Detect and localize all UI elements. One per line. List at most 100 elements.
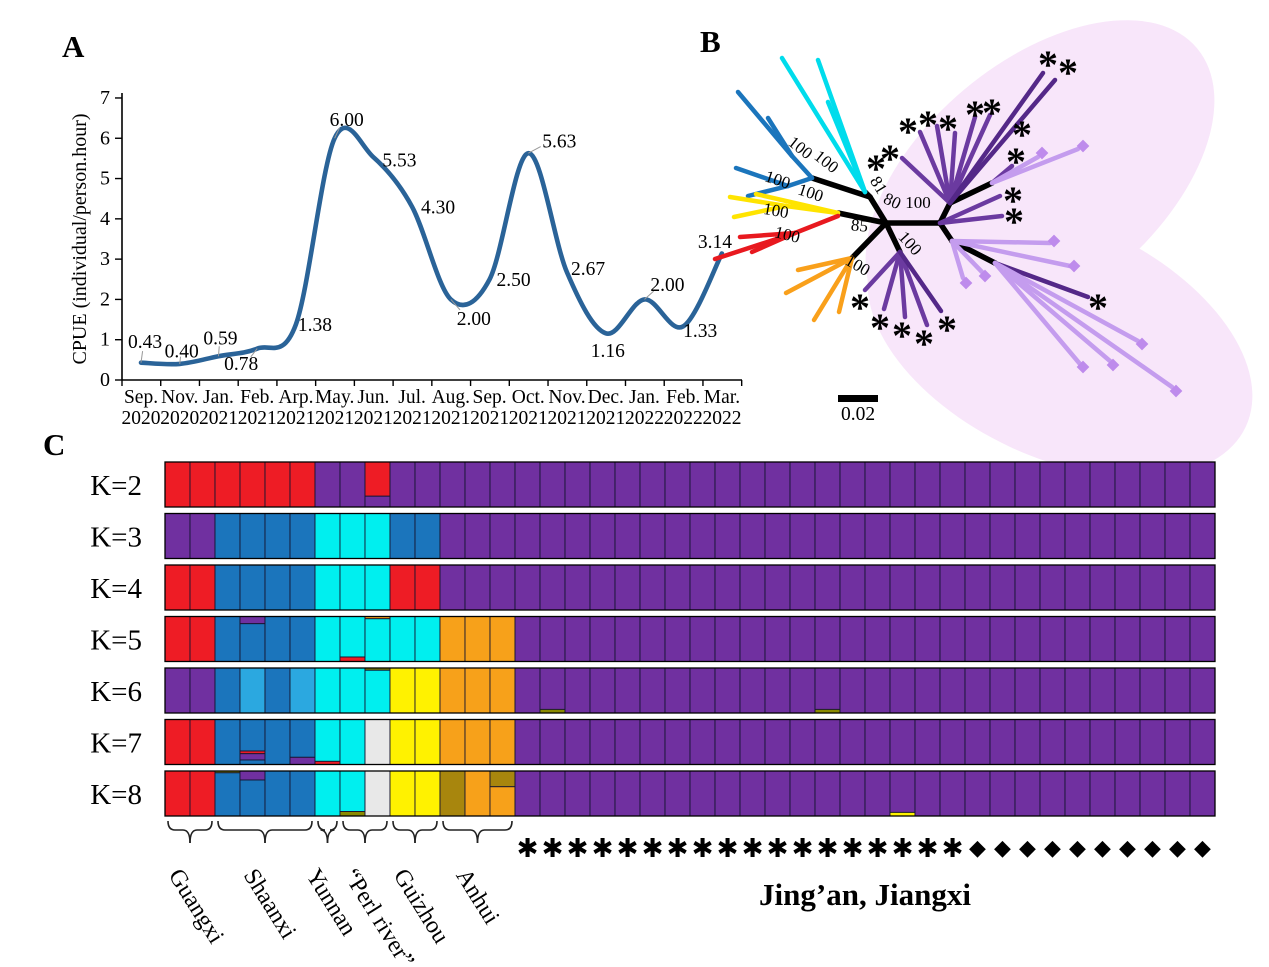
structure-bar bbox=[439, 667, 466, 714]
value-label: 2.50 bbox=[497, 270, 531, 291]
admixture-segment bbox=[464, 770, 491, 817]
admixture-segment bbox=[189, 719, 216, 765]
admixture-segment bbox=[364, 513, 391, 559]
admixture-segment bbox=[289, 461, 316, 508]
structure-bar bbox=[314, 667, 341, 714]
value-label: 1.33 bbox=[683, 321, 717, 342]
value-label-leader bbox=[450, 299, 461, 311]
structure-bar bbox=[889, 616, 916, 662]
admixture-segment bbox=[1164, 667, 1191, 714]
structure-bar bbox=[289, 564, 316, 611]
structure-bar bbox=[689, 719, 716, 765]
structure-bar bbox=[1089, 564, 1116, 611]
tree-tip-asterisk-marker: * bbox=[880, 136, 900, 181]
x-tick-label-year: 2021 bbox=[586, 408, 625, 429]
structure-bar bbox=[414, 564, 441, 611]
admixture-segment bbox=[214, 616, 241, 662]
structure-bar bbox=[614, 616, 641, 662]
structure-bar bbox=[439, 616, 466, 662]
admixture-segment bbox=[164, 667, 191, 714]
structure-bar bbox=[189, 564, 216, 611]
structure-bar bbox=[1139, 461, 1166, 508]
admixture-segment bbox=[714, 564, 741, 611]
y-tick-label: 4 bbox=[100, 208, 110, 230]
structure-bar bbox=[614, 564, 641, 611]
structure-bar bbox=[489, 564, 516, 611]
admixture-segment bbox=[714, 616, 741, 662]
admixture-segment bbox=[764, 564, 791, 611]
admixture-segment bbox=[639, 461, 666, 508]
individual-diamond-marker: ◆ bbox=[969, 836, 986, 861]
structure-bar bbox=[739, 513, 766, 559]
structure-bar bbox=[964, 616, 991, 662]
structure-bar bbox=[289, 513, 316, 559]
admixture-segment bbox=[1039, 461, 1066, 508]
admixture-segment bbox=[214, 772, 241, 817]
admixture-segment bbox=[664, 667, 691, 714]
tree-tip-asterisk-marker: * bbox=[1004, 199, 1024, 244]
tree-branch-blue bbox=[733, 165, 791, 189]
admixture-segment bbox=[514, 513, 541, 559]
x-tick-label-year: 2021 bbox=[238, 408, 277, 429]
admixture-segment bbox=[439, 719, 466, 765]
admixture-segment bbox=[614, 770, 641, 817]
scale-bar bbox=[838, 395, 878, 402]
region-brace bbox=[317, 820, 329, 844]
admixture-segment bbox=[739, 770, 766, 817]
x-tick-label-year: 2021 bbox=[393, 408, 432, 429]
structure-bar bbox=[539, 564, 566, 611]
structure-bar bbox=[164, 719, 191, 765]
structure-bar bbox=[1064, 513, 1091, 559]
tree-branch-orange bbox=[836, 255, 855, 315]
y-tick-label: 1 bbox=[100, 329, 110, 351]
admixture-segment bbox=[464, 513, 491, 559]
admixture-segment bbox=[614, 616, 641, 662]
row-border bbox=[164, 615, 1216, 663]
admixture-segment bbox=[589, 513, 616, 559]
structure-bar bbox=[214, 513, 241, 559]
admixture-segment bbox=[814, 616, 841, 662]
x-tick-label-month: Sep. bbox=[124, 387, 158, 408]
admixture-segment bbox=[639, 564, 666, 611]
structure-bar bbox=[1064, 616, 1091, 662]
structure-bar bbox=[764, 770, 791, 817]
structure-bar bbox=[414, 616, 441, 662]
admixture-segment bbox=[889, 719, 916, 765]
structure-bar bbox=[289, 461, 316, 508]
x-tick-label-month: Jan. bbox=[629, 387, 660, 408]
structure-bar bbox=[314, 616, 341, 662]
admixture-segment bbox=[1014, 667, 1041, 714]
structure-bar bbox=[1164, 667, 1191, 714]
admixture-segment bbox=[1089, 719, 1116, 765]
structure-bar bbox=[1164, 564, 1191, 611]
x-tick-label-month: Oct. bbox=[512, 387, 545, 408]
admixture-segment bbox=[1014, 719, 1041, 765]
structure-bar bbox=[364, 667, 391, 714]
structure-bar bbox=[1114, 667, 1141, 714]
admixture-segment bbox=[739, 667, 766, 714]
admixture-segment bbox=[1189, 461, 1216, 508]
structure-row-K=3: K=3 bbox=[90, 512, 1216, 560]
structure-bar bbox=[964, 770, 991, 817]
tree-branch-pm bbox=[937, 193, 1003, 226]
value-label: 0.40 bbox=[165, 341, 199, 362]
structure-bar bbox=[989, 667, 1016, 714]
x-tick-label-month: Feb. bbox=[240, 387, 274, 408]
admixture-segment bbox=[589, 616, 616, 662]
structure-bar bbox=[589, 770, 616, 817]
region-brace bbox=[392, 820, 416, 844]
structure-bar bbox=[1114, 564, 1141, 611]
structure-bar bbox=[589, 564, 616, 611]
admixture-segment bbox=[814, 461, 841, 508]
structure-bar bbox=[514, 461, 541, 508]
admixture-segment bbox=[789, 667, 816, 714]
x-tick-label-month: Jul. bbox=[398, 387, 426, 408]
admixture-segment bbox=[664, 770, 691, 817]
structure-bar bbox=[514, 719, 541, 765]
structure-bar bbox=[814, 461, 841, 508]
structure-bar bbox=[214, 616, 241, 662]
structure-bar bbox=[239, 564, 266, 611]
admixture-segment bbox=[764, 616, 791, 662]
admixture-segment bbox=[1064, 513, 1091, 559]
